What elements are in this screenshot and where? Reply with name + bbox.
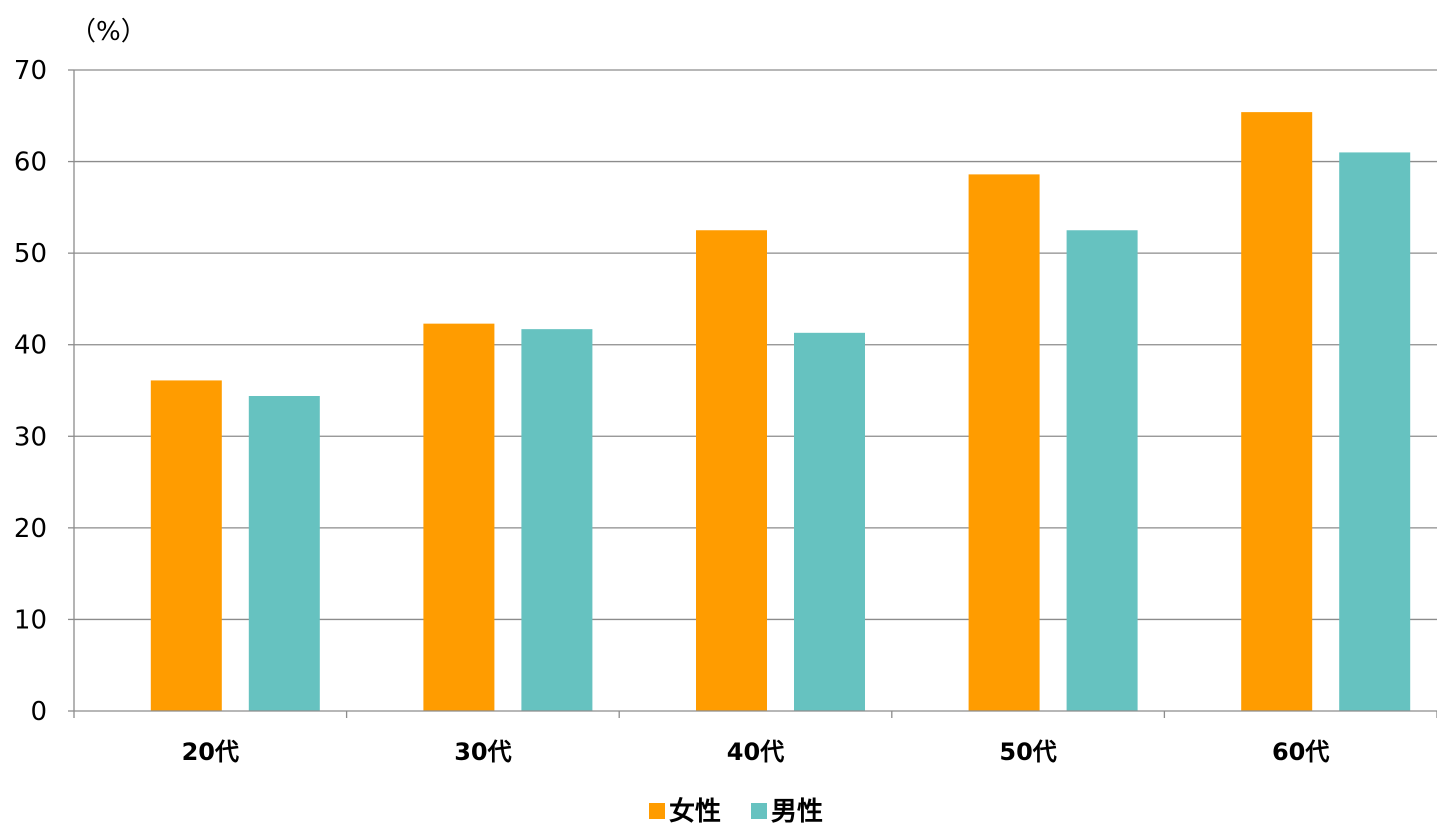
x-tick-label: 20代	[182, 738, 239, 766]
y-tick-label: 50	[14, 239, 47, 269]
y-axis-ticks: 0 10 20 30 40 50 60 70	[14, 56, 74, 727]
legend-swatch	[649, 803, 665, 819]
x-tick-label: 30代	[454, 738, 511, 766]
bar-male	[521, 329, 593, 711]
legend: 女性 男性	[649, 796, 823, 826]
bar-female	[696, 230, 767, 711]
bar-male	[1066, 230, 1138, 711]
y-tick-label: 20	[14, 514, 47, 544]
y-tick-label: 60	[14, 148, 47, 178]
y-tick-label: 40	[14, 331, 47, 361]
y-tick-label: 30	[14, 422, 47, 452]
bar-female	[150, 380, 222, 711]
bar-female	[968, 174, 1040, 712]
legend-label: 女性	[669, 796, 721, 826]
bar-male	[794, 332, 865, 711]
x-axis-ticks: 20代 30代 40代 50代 60代	[73, 711, 1437, 766]
y-tick-label: 0	[30, 697, 47, 727]
y-tick-label: 70	[14, 56, 47, 86]
legend-swatch	[751, 803, 767, 819]
bar-female	[1241, 112, 1313, 711]
bar-male	[248, 395, 320, 711]
y-axis-unit-label: （%）	[70, 17, 147, 47]
legend-label: 男性	[771, 797, 823, 826]
bar-male	[1339, 152, 1411, 711]
bars	[150, 112, 1411, 712]
axes	[73, 70, 1437, 712]
y-tick-label: 10	[14, 605, 47, 635]
x-tick-label: 60代	[1272, 738, 1329, 766]
x-tick-label: 40代	[727, 738, 784, 766]
bar-female	[423, 323, 495, 711]
x-tick-label: 50代	[999, 738, 1056, 766]
